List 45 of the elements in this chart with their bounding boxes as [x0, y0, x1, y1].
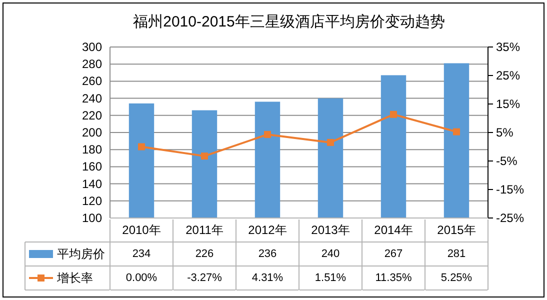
- ytick: 300: [82, 40, 102, 54]
- data-label: 281: [447, 248, 466, 260]
- xtick: 2010年: [122, 223, 161, 237]
- ytick: 220: [82, 108, 102, 122]
- point: [390, 110, 397, 118]
- point: [264, 130, 271, 138]
- point: [201, 152, 208, 160]
- data-label: 267: [384, 248, 403, 260]
- ytick: 160: [82, 160, 102, 174]
- y2tick: 15%: [496, 97, 520, 111]
- data-label: 1.51%: [314, 272, 346, 284]
- y2tick: -25%: [496, 211, 524, 225]
- y2tick: -5%: [496, 154, 518, 168]
- data-label: 240: [321, 248, 340, 260]
- point: [138, 143, 145, 150]
- data-label: 4.31%: [252, 272, 284, 284]
- ytick: 180: [82, 142, 102, 157]
- y2tick: 25%: [496, 68, 520, 82]
- xtick: 2015年: [437, 223, 476, 237]
- data-label: -3.27%: [187, 272, 222, 284]
- data-label: 11.35%: [375, 272, 412, 284]
- data-label: 5.25%: [440, 272, 472, 284]
- title: 福州2010-2015年三星级酒店平均房价变动趋势: [133, 14, 445, 30]
- data-label: 234: [132, 248, 151, 260]
- data-label: 226: [195, 248, 214, 260]
- legend-label: 平均房价: [57, 247, 105, 261]
- xtick: 2014年: [374, 223, 413, 237]
- data-label: 0.00%: [126, 272, 158, 284]
- xtick: 2011年: [186, 223, 224, 237]
- data-label: 236: [258, 248, 277, 260]
- ytick: 240: [82, 91, 102, 106]
- y2tick: -15%: [496, 182, 524, 196]
- ytick: 280: [82, 57, 102, 72]
- ytick: 100: [82, 211, 102, 225]
- point: [327, 138, 334, 146]
- ytick: 200: [82, 126, 102, 140]
- ytick: 120: [82, 194, 102, 208]
- y2tick: 5%: [496, 126, 514, 140]
- ytick: 140: [82, 176, 102, 191]
- y2tick: 35%: [496, 40, 520, 54]
- xtick: 2012年: [248, 223, 287, 237]
- xtick: 2013年: [311, 223, 350, 237]
- legend-label: 增长率: [57, 271, 93, 285]
- point: [453, 128, 460, 136]
- ytick: 260: [82, 74, 102, 88]
